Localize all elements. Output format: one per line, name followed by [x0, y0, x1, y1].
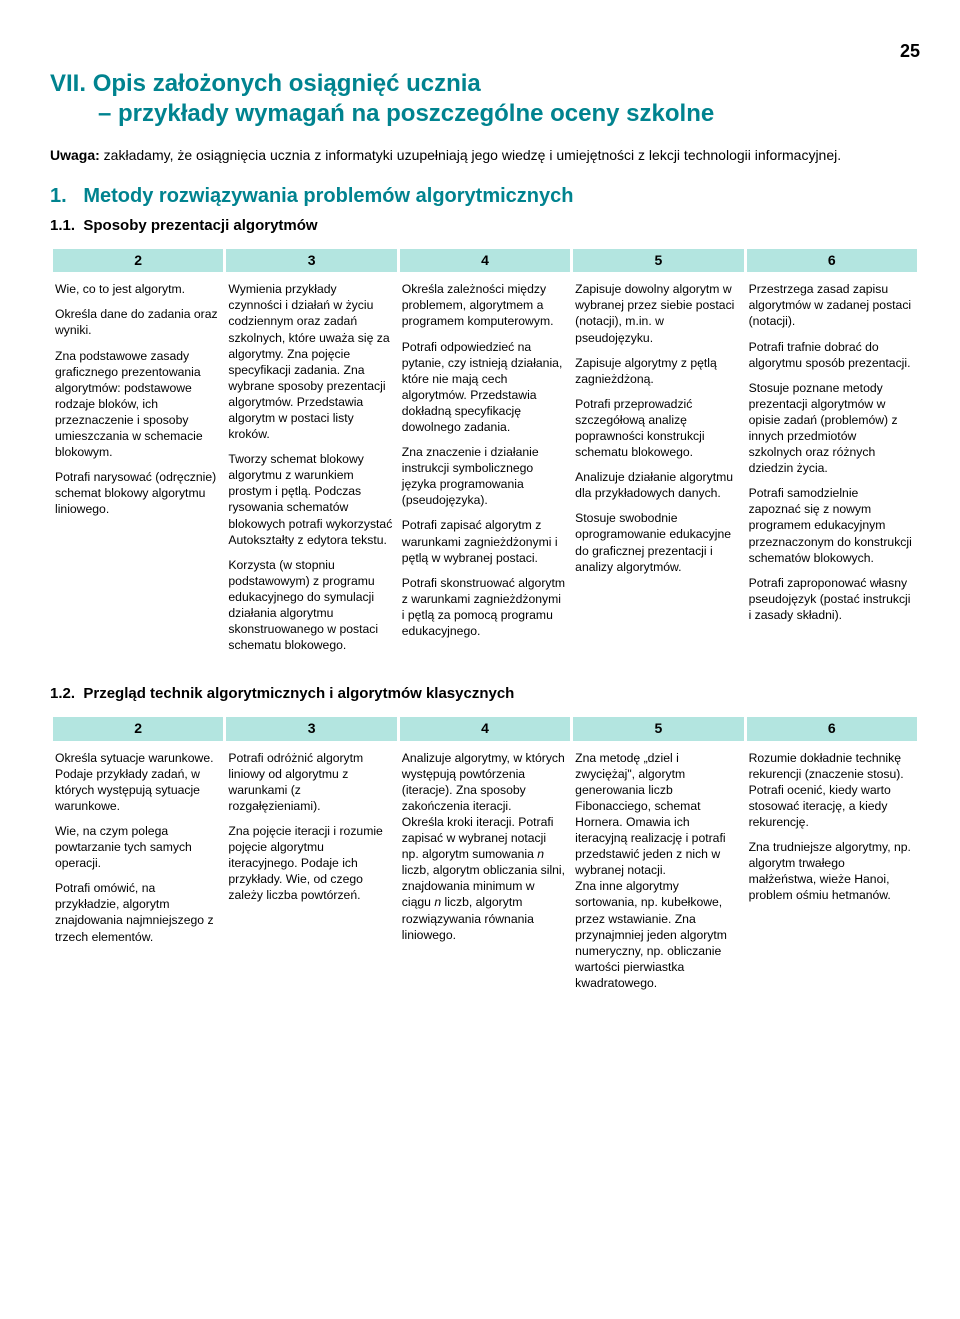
col-header: 4 [400, 249, 570, 273]
table-row: Określa sytuacje warunkowe. Podaje przyk… [53, 744, 917, 1002]
para: Analizuje działanie algorytmu dla przykł… [575, 469, 739, 501]
para: Potrafi odpowiedzieć na pytanie, czy ist… [402, 339, 566, 436]
subtopic-1-1: 1.1. Sposoby prezentacji algorytmów [50, 217, 920, 236]
subtopic-1-2-num: 1.2. [50, 685, 75, 702]
para: Potrafi samodzielnie zapoznać się z nowy… [749, 485, 913, 565]
para: Potrafi trafnie dobrać do algorytmu spos… [749, 339, 913, 371]
para: Stosuje poznane metody prezentacji algor… [749, 380, 913, 477]
note-label: Uwaga: [50, 147, 100, 163]
para: Analizuje algorytmy, w których występują… [402, 750, 566, 943]
col-header: 6 [747, 717, 917, 741]
col-header: 2 [53, 717, 223, 741]
cell: Analizuje algorytmy, w których występują… [400, 744, 570, 1002]
para: Wymienia przykłady czynności i działań w… [228, 281, 392, 442]
cell: Zapisuje dowolny algorytm w wybranej prz… [573, 275, 743, 664]
para: Potrafi omówić, na przykładzie, algorytm… [55, 880, 219, 944]
col-header: 3 [226, 717, 396, 741]
para: Określa sytuacje warunkowe. Podaje przyk… [55, 750, 219, 814]
para: Potrafi odróżnić algorytm liniowy od alg… [228, 750, 392, 814]
para: Zapisuje algorytmy z pętlą zagnieżdżoną. [575, 355, 739, 387]
para: Wie, na czym polega powtarzanie tych sam… [55, 823, 219, 871]
cell: Wie, co to jest algorytm. Określa dane d… [53, 275, 223, 664]
section-line1: Opis założonych osiągnięć ucznia [93, 70, 481, 97]
para: Potrafi zapisać algorytm z warunkami zag… [402, 517, 566, 565]
para: Zna trudniejsze algorytmy, np. algorytm … [749, 839, 913, 903]
cell: Określa sytuacje warunkowe. Podaje przyk… [53, 744, 223, 1002]
para: Potrafi skonstruować algorytm z warunkam… [402, 575, 566, 639]
topic-1-title: Metody rozwiązywania problemów algorytmi… [83, 185, 573, 207]
cell: Przestrzega zasad zapisu algorytmów w za… [747, 275, 917, 664]
para: Potrafi przeprowadzić szczegółową analiz… [575, 396, 739, 460]
cell: Potrafi odróżnić algorytm liniowy od alg… [226, 744, 396, 1002]
para: Potrafi zaproponować własny pseudojęzyk … [749, 575, 913, 623]
para: Stosuje swobodnie oprogramowanie edukacy… [575, 510, 739, 574]
para: Zna podstawowe zasady graficznego prezen… [55, 348, 219, 461]
cell: Rozumie dokładnie technikę rekurencji (z… [747, 744, 917, 1002]
note-paragraph: Uwaga: zakładamy, że osiągnięcia ucznia … [50, 147, 920, 165]
topic-1-num: 1. [50, 185, 67, 207]
para: Potrafi narysować (odręcznie) schemat bl… [55, 469, 219, 517]
table-header-row: 2 3 4 5 6 [53, 249, 917, 273]
para: Zapisuje dowolny algorytm w wybranej prz… [575, 281, 739, 345]
para: Tworzy schemat blokowy algorytmu z warun… [228, 451, 392, 548]
col-header: 5 [573, 249, 743, 273]
para: Określa zależności między problemem, alg… [402, 281, 566, 329]
section-prefix: VII. [50, 70, 86, 97]
para: Określa dane do zadania oraz wyniki. [55, 306, 219, 338]
para: Wie, co to jest algorytm. [55, 281, 219, 297]
section-header: VII. Opis założonych osiągnięć ucznia – … [50, 69, 920, 129]
topic-1: 1. Metody rozwiązywania problemów algory… [50, 184, 920, 209]
table-header-row: 2 3 4 5 6 [53, 717, 917, 741]
para: Rozumie dokładnie technikę rekurencji (z… [749, 750, 913, 830]
para: Zna znaczenie i działanie instrukcji sym… [402, 444, 566, 508]
cell: Wymienia przykłady czynności i działań w… [226, 275, 396, 664]
para: Zna pojęcie iteracji i rozumie pojęcie a… [228, 823, 392, 903]
note-text: zakładamy, że osiągnięcia ucznia z infor… [100, 147, 841, 163]
subtopic-1-2-title: Przegląd technik algorytmicznych i algor… [83, 685, 514, 702]
cell: Zna metodę „dziel i zwyciężaj", algorytm… [573, 744, 743, 1002]
para: Korzysta (w stopniu podstawowym) z progr… [228, 557, 392, 654]
col-header: 6 [747, 249, 917, 273]
subtopic-1-1-num: 1.1. [50, 217, 75, 234]
col-header: 5 [573, 717, 743, 741]
table-row: Wie, co to jest algorytm. Określa dane d… [53, 275, 917, 664]
subtopic-1-1-title: Sposoby prezentacji algorytmów [83, 217, 317, 234]
col-header: 2 [53, 249, 223, 273]
cell: Określa zależności między problemem, alg… [400, 275, 570, 664]
rubric-table-1: 2 3 4 5 6 Wie, co to jest algorytm. Okre… [50, 246, 920, 668]
para: Przestrzega zasad zapisu algorytmów w za… [749, 281, 913, 329]
para: Zna metodę „dziel i zwyciężaj", algorytm… [575, 750, 739, 991]
var-n: n [537, 847, 544, 861]
section-line2: – przykłady wymagań na poszczególne ocen… [98, 99, 920, 129]
subtopic-1-2: 1.2. Przegląd technik algorytmicznych i … [50, 685, 920, 704]
page-number: 25 [50, 40, 920, 63]
col-header: 3 [226, 249, 396, 273]
col-header: 4 [400, 717, 570, 741]
rubric-table-2: 2 3 4 5 6 Określa sytuacje warunkowe. Po… [50, 714, 920, 1005]
